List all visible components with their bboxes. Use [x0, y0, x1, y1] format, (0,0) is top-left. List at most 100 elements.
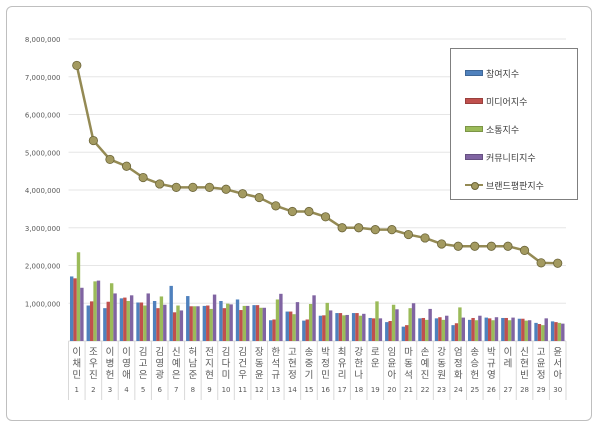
bar-1-2	[86, 305, 90, 341]
legend-label: 브랜드평판지수	[486, 181, 544, 192]
bar-3-17	[342, 315, 346, 341]
bar-2-27	[504, 317, 508, 341]
bar-2-18	[355, 313, 359, 341]
bar-1-23	[434, 318, 439, 341]
line-point-4	[121, 161, 132, 171]
y-tick-label: 4,000,000	[25, 187, 61, 195]
bar-1-18	[351, 313, 356, 341]
line-point-20	[387, 225, 397, 235]
x-rank-label: 2	[91, 386, 95, 394]
bar-4-9	[212, 294, 217, 341]
chart-frame	[6, 6, 592, 421]
bar-4-13	[279, 293, 283, 341]
bar-4-23	[445, 315, 449, 341]
bar-4-26	[494, 317, 499, 341]
x-rank-label: 11	[238, 386, 247, 394]
x-rank-label: 30	[553, 386, 562, 394]
legend-item-media: 미디어지수	[451, 87, 577, 115]
legend-item-communication: 소통지수	[451, 115, 577, 143]
x-rank-label: 22	[421, 386, 430, 394]
line-point-7	[171, 182, 181, 192]
bar-4-22	[428, 308, 432, 341]
bar-3-1	[76, 252, 81, 341]
bar-2-28	[521, 318, 525, 341]
line-point-3	[105, 154, 115, 165]
bar-3-15	[308, 304, 313, 341]
legend-swatch	[465, 154, 483, 160]
bar-2-1	[73, 278, 77, 341]
bar-3-4	[126, 300, 130, 341]
bar-2-3	[106, 301, 110, 341]
legend-item-community: 커뮤니티지수	[451, 143, 577, 171]
bar-3-29	[541, 325, 545, 341]
bar-1-29	[534, 322, 538, 341]
line-point-18	[354, 223, 364, 233]
bar-2-7	[172, 312, 177, 341]
x-rank-label: 12	[255, 386, 264, 394]
bar-3-20	[391, 304, 396, 341]
bar-2-17	[338, 313, 343, 341]
bar-2-13	[272, 319, 276, 341]
line-point-30	[553, 258, 563, 268]
line-point-9	[204, 182, 215, 192]
legend-item-brand-reputation: 브랜드평판지수	[451, 171, 577, 199]
bar-3-10	[226, 303, 230, 341]
line-point-26	[486, 241, 496, 251]
bar-3-5	[143, 305, 147, 341]
bar-1-1	[69, 276, 74, 341]
bar-2-6	[156, 308, 160, 341]
bar-4-28	[527, 320, 532, 341]
x-rank-label: 1	[75, 386, 79, 394]
bar-2-12	[255, 305, 260, 341]
line-point-11	[238, 189, 248, 199]
bar-4-12	[262, 307, 267, 341]
x-rank-label: 17	[338, 386, 347, 394]
bar-2-25	[471, 317, 475, 341]
bar-1-16	[318, 315, 323, 341]
x-rank-label: 20	[387, 386, 396, 394]
legend-swatch	[465, 70, 483, 76]
bar-4-7	[179, 310, 184, 341]
legend-item-participation: 참여지수	[451, 59, 577, 87]
bar-1-17	[335, 313, 339, 341]
line-point-28	[519, 245, 530, 255]
bar-1-26	[484, 317, 488, 341]
legend-label: 참여지수	[486, 69, 520, 80]
bar-2-26	[487, 318, 492, 341]
bar-3-16	[325, 302, 329, 341]
bar-4-27	[511, 317, 515, 341]
y-tick-label: 7,000,000	[25, 74, 61, 82]
bar-3-3	[109, 283, 114, 341]
x-rank-label: 5	[141, 386, 145, 394]
bar-1-3	[103, 308, 107, 341]
x-rank-label: 8	[191, 386, 195, 394]
line-point-16	[320, 212, 331, 222]
legend-label: 소통지수	[486, 125, 520, 136]
bar-1-15	[302, 320, 306, 341]
bar-4-6	[163, 304, 167, 341]
bar-1-9	[202, 305, 207, 341]
bar-1-20	[385, 322, 389, 341]
bar-4-25	[478, 315, 482, 341]
x-rank-label: 16	[321, 386, 330, 394]
bar-4-11	[246, 305, 250, 341]
bar-1-7	[169, 285, 173, 341]
bar-1-14	[285, 311, 289, 341]
bar-1-27	[501, 317, 505, 341]
bar-3-18	[358, 315, 363, 341]
x-rank-label: 29	[537, 386, 546, 394]
bar-1-12	[252, 305, 256, 341]
bar-3-30	[557, 322, 562, 341]
x-rank-label: 13	[271, 386, 280, 394]
bar-3-2	[93, 281, 97, 341]
